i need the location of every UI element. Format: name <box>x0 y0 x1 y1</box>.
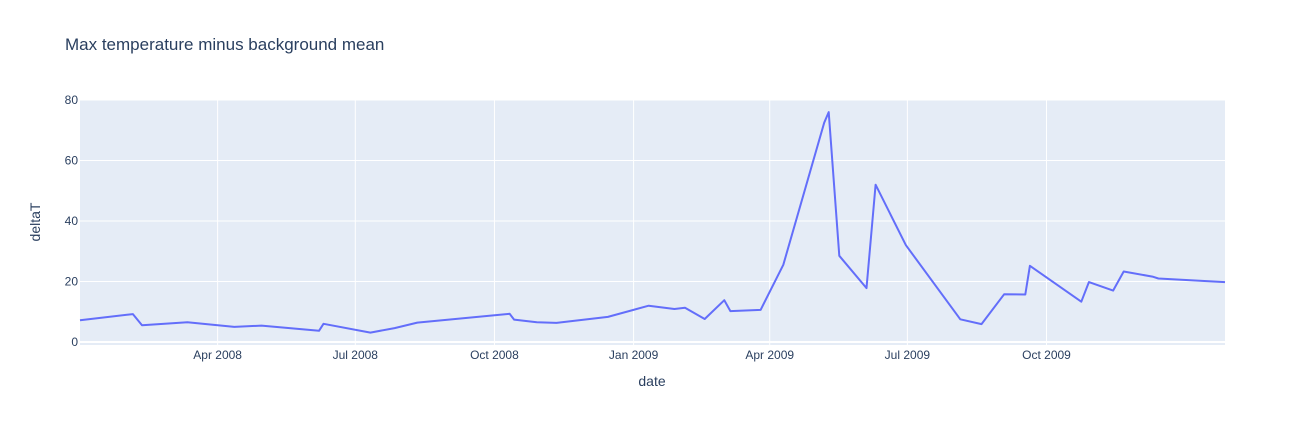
x-tick-label: Jan 2009 <box>609 348 659 362</box>
y-axis-title: deltaT <box>27 202 43 241</box>
y-axis-ticks: 0 20 40 60 80 <box>65 93 79 349</box>
x-tick-label: Apr 2008 <box>193 348 242 362</box>
gridlines <box>80 99 1225 345</box>
plot-area <box>80 100 1225 345</box>
x-tick-label: Oct 2009 <box>1022 348 1071 362</box>
y-tick-label: 0 <box>71 335 78 349</box>
y-tick-label: 40 <box>65 214 79 228</box>
chart-title: Max temperature minus background mean <box>65 35 384 54</box>
y-tick-label: 20 <box>65 274 79 288</box>
x-tick-label: Apr 2009 <box>745 348 794 362</box>
x-tick-label: Oct 2008 <box>470 348 519 362</box>
series-line <box>79 111 1226 334</box>
x-axis-title: date <box>638 373 665 389</box>
y-tick-label: 60 <box>65 153 79 167</box>
x-tick-label: Jul 2009 <box>885 348 931 362</box>
x-tick-label: Jul 2008 <box>333 348 379 362</box>
y-tick-label: 80 <box>65 93 79 107</box>
x-axis-ticks: Apr 2008 Jul 2008 Oct 2008 Jan 2009 Apr 2009… <box>193 348 1071 362</box>
